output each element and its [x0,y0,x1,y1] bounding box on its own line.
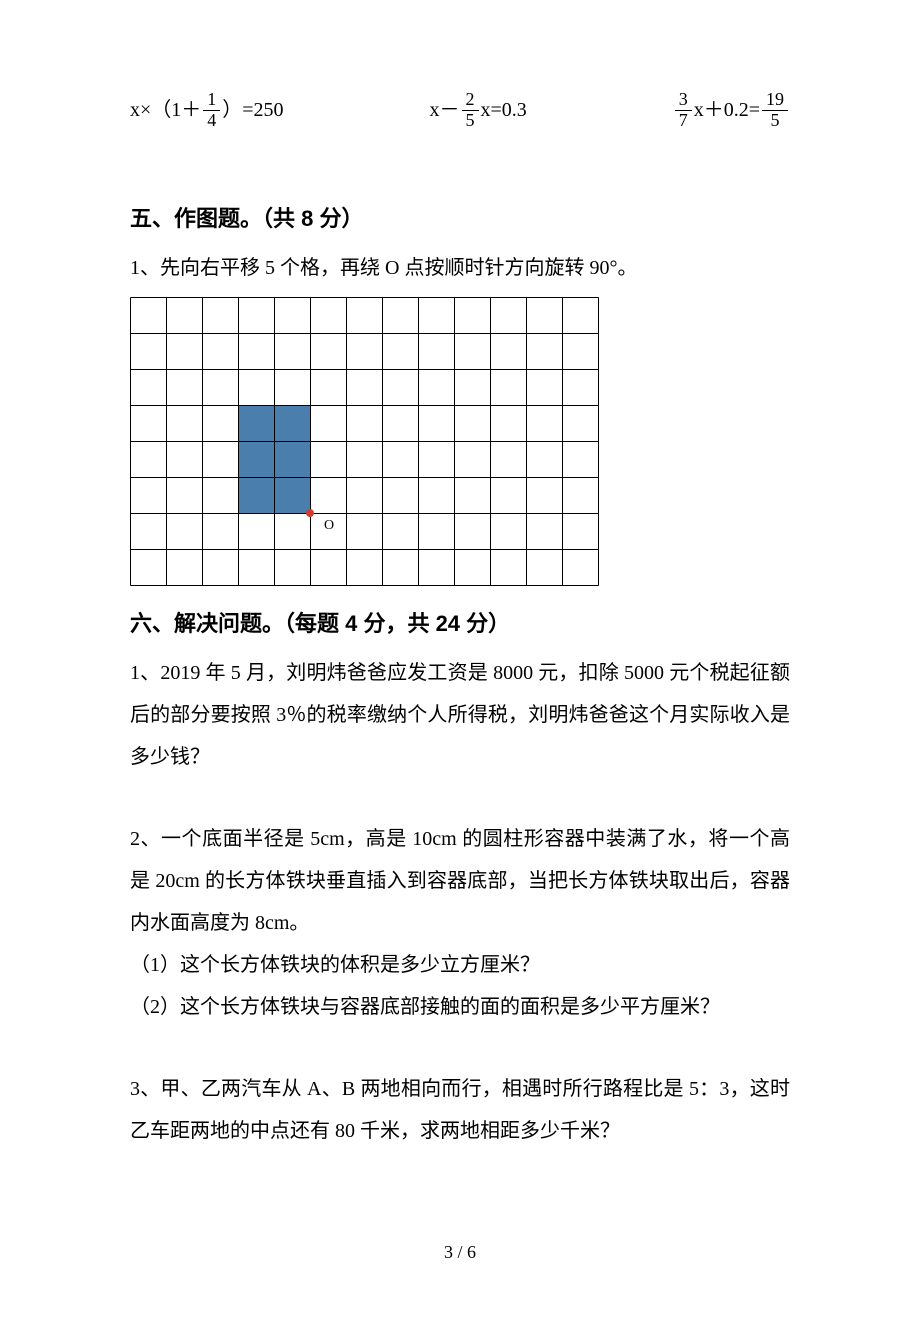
eq1-pre: x×（1＋ [130,100,201,120]
eq3-frac1: 3 7 [675,90,692,131]
eq3-frac2-den: 5 [767,111,784,131]
section5-q1: 1、先向右平移 5 个格，再绕 O 点按顺时针方向旋转 90°。 [130,247,790,289]
grid-diagram: O [130,297,790,586]
equations-row: x×（1＋ 1 4 ）=250 x－ 2 5 x=0.3 3 7 x＋0.2= … [130,90,790,131]
eq1-post: ）=250 [222,100,283,120]
eq1-frac-num: 1 [203,90,220,111]
page-footer: 3 / 6 [130,1242,790,1263]
spacer [130,1028,790,1068]
eq3-frac2-num: 19 [762,90,788,111]
section6-title: 六、解决问题。（每题 4 分，共 24 分） [130,606,790,638]
eq3-frac2: 19 5 [762,90,788,131]
section5-title: 五、作图题。（共 8 分） [130,201,790,233]
spacer [130,778,790,818]
page: x×（1＋ 1 4 ）=250 x－ 2 5 x=0.3 3 7 x＋0.2= … [0,0,920,1323]
eq2-pre: x－ [430,100,460,120]
eq1-frac: 1 4 [203,90,220,131]
eq2-frac-den: 5 [462,111,479,131]
eq2-frac-num: 2 [462,90,479,111]
grid-origin-dot [306,509,314,517]
section6-q1: 1、2019 年 5 月，刘明炜爸爸应发工资是 8000 元，扣除 5000 元… [130,652,790,778]
equation-1: x×（1＋ 1 4 ）=250 [130,90,284,131]
eq2-mid: x=0.3 [481,100,527,120]
eq2-frac: 2 5 [462,90,479,131]
equation-3: 3 7 x＋0.2= 19 5 [673,90,790,131]
section6-q3: 3、甲、乙两汽车从 A、B 两地相向而行，相遇时所行路程比是 5：3，这时乙车距… [130,1068,790,1152]
equation-2: x－ 2 5 x=0.3 [430,90,527,131]
eq3-frac1-num: 3 [675,90,692,111]
eq1-frac-den: 4 [203,111,220,131]
eq3-frac1-den: 7 [675,111,692,131]
grid-origin-label: O [324,518,334,533]
section6-q2-a: （1）这个长方体铁块的体积是多少立方厘米？ [130,944,790,986]
eq3-mid: x＋0.2= [694,100,760,120]
section6-q2-intro: 2、一个底面半径是 5cm，高是 10cm 的圆柱形容器中装满了水，将一个高是 … [130,818,790,944]
section6-q2-b: （2）这个长方体铁块与容器底部接触的面的面积是多少平方厘米？ [130,986,790,1028]
grid-svg: O [130,297,599,586]
